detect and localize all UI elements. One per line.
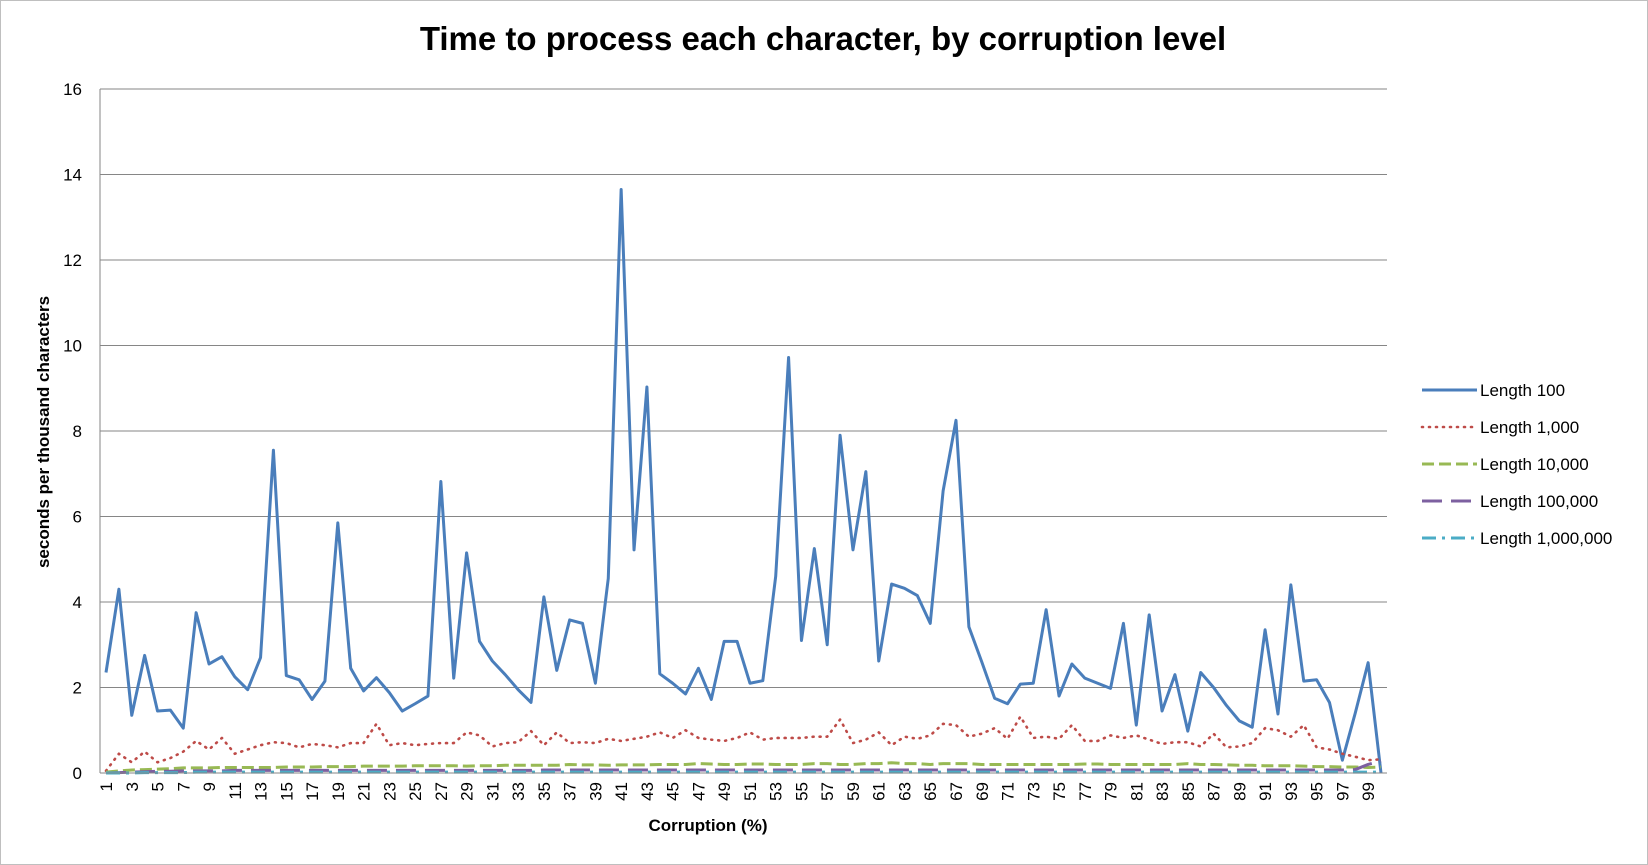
y-tick-label: 8 bbox=[73, 422, 82, 441]
y-tick-label: 0 bbox=[73, 764, 82, 783]
x-tick-label: 89 bbox=[1230, 782, 1249, 801]
legend-label: Length 100 bbox=[1480, 381, 1565, 400]
x-tick-label: 83 bbox=[1153, 782, 1172, 801]
x-tick-label: 3 bbox=[123, 782, 142, 791]
x-tick-label: 51 bbox=[741, 782, 760, 801]
x-tick-label: 75 bbox=[1050, 782, 1069, 801]
y-tick-label: 14 bbox=[63, 166, 82, 185]
x-tick-label: 47 bbox=[689, 782, 708, 801]
x-tick-label: 13 bbox=[252, 782, 271, 801]
x-tick-label: 25 bbox=[406, 782, 425, 801]
x-tick-label: 9 bbox=[200, 782, 219, 791]
series-line-1 bbox=[104, 187, 1383, 774]
x-tick-label: 67 bbox=[947, 782, 966, 801]
x-tick-label: 87 bbox=[1205, 782, 1224, 801]
legend-label: Length 1,000,000 bbox=[1480, 529, 1612, 548]
x-tick-label: 99 bbox=[1359, 782, 1378, 801]
series-line-3 bbox=[105, 761, 1382, 774]
series-line-5 bbox=[106, 770, 1381, 775]
x-tick-label: 33 bbox=[509, 782, 528, 801]
x-tick-label: 63 bbox=[895, 782, 914, 801]
x-tick-label: 73 bbox=[1024, 782, 1043, 801]
x-tick-label: 71 bbox=[999, 782, 1018, 801]
x-tick-label: 61 bbox=[870, 782, 889, 801]
x-tick-label: 59 bbox=[844, 782, 863, 801]
x-axis-title: Corruption (%) bbox=[649, 816, 768, 835]
x-tick-label: 93 bbox=[1282, 782, 1301, 801]
x-tick-label: 95 bbox=[1308, 782, 1327, 801]
x-tick-label: 69 bbox=[973, 782, 992, 801]
chart-title: Time to process each character, by corru… bbox=[420, 20, 1226, 57]
x-tick-label: 37 bbox=[561, 782, 580, 801]
y-tick-label: 12 bbox=[63, 251, 82, 270]
x-tick-label: 45 bbox=[664, 782, 683, 801]
x-tick-label: 85 bbox=[1179, 782, 1198, 801]
x-tick-label: 91 bbox=[1256, 782, 1275, 801]
x-tick-label: 41 bbox=[612, 782, 631, 801]
gridlines bbox=[100, 88, 1387, 688]
y-axis-title: seconds per thousand characters bbox=[34, 296, 53, 568]
y-tick-label: 6 bbox=[73, 508, 82, 527]
x-tick-label: 19 bbox=[329, 782, 348, 801]
x-tick-label: 15 bbox=[277, 782, 296, 801]
x-tick-label: 27 bbox=[432, 782, 451, 801]
x-tick-label: 23 bbox=[380, 782, 399, 801]
x-tick-label: 57 bbox=[818, 782, 837, 801]
legend-label: Length 1,000 bbox=[1480, 418, 1579, 437]
legend-label: Length 10,000 bbox=[1480, 455, 1589, 474]
x-tick-label: 5 bbox=[149, 782, 168, 791]
y-tick-label: 4 bbox=[73, 593, 82, 612]
x-tick-label: 53 bbox=[767, 782, 786, 801]
x-tick-label: 21 bbox=[355, 782, 374, 801]
x-tick-label: 49 bbox=[715, 782, 734, 801]
x-tick-label: 17 bbox=[303, 782, 322, 801]
x-tick-label: 65 bbox=[921, 782, 940, 801]
y-tick-label: 16 bbox=[63, 80, 82, 99]
x-tick-label: 29 bbox=[458, 782, 477, 801]
series-line-4 bbox=[105, 759, 1382, 775]
x-tick-label: 1 bbox=[97, 782, 116, 791]
x-axis-ticks: 1 3 5 7 9 11 13 15 17 19 21 23 25 27 29 31 33 35 37 39 41 43 4… bbox=[97, 782, 1378, 801]
y-axis-ticks: 0 2 4 6 8 10 12 14 16 bbox=[63, 80, 82, 783]
legend: Length 100 Length 1,000 Length 10,000 Lengt… bbox=[1420, 381, 1612, 548]
legend-label: Length 100,000 bbox=[1480, 492, 1598, 511]
axes bbox=[99, 89, 1387, 774]
series-lines bbox=[104, 187, 1383, 775]
x-tick-label: 7 bbox=[174, 782, 193, 791]
y-tick-label: 10 bbox=[63, 337, 82, 356]
x-tick-label: 35 bbox=[535, 782, 554, 801]
x-tick-label: 81 bbox=[1127, 782, 1146, 801]
x-tick-label: 77 bbox=[1076, 782, 1095, 801]
x-tick-label: 79 bbox=[1102, 782, 1121, 801]
x-tick-label: 97 bbox=[1333, 782, 1352, 801]
x-tick-label: 43 bbox=[638, 782, 657, 801]
x-tick-label: 31 bbox=[483, 782, 502, 801]
y-tick-label: 2 bbox=[73, 679, 82, 698]
x-tick-label: 39 bbox=[586, 782, 605, 801]
x-tick-label: 11 bbox=[226, 782, 245, 800]
x-tick-label: 55 bbox=[792, 782, 811, 801]
